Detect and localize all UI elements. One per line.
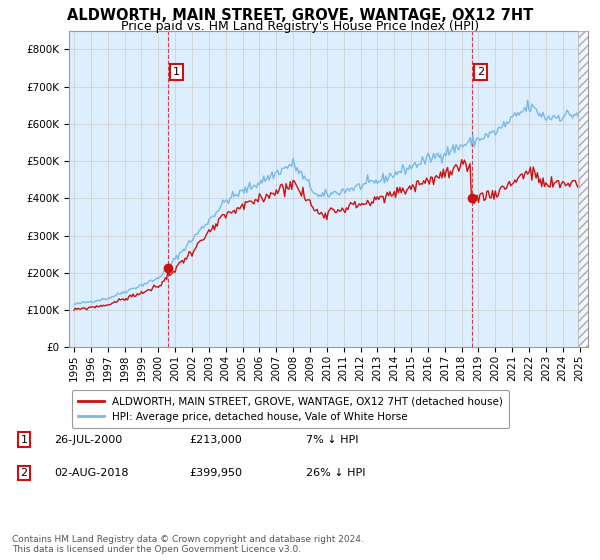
Text: ALDWORTH, MAIN STREET, GROVE, WANTAGE, OX12 7HT: ALDWORTH, MAIN STREET, GROVE, WANTAGE, O…	[67, 8, 533, 24]
Text: Contains HM Land Registry data © Crown copyright and database right 2024.
This d: Contains HM Land Registry data © Crown c…	[12, 535, 364, 554]
Text: 2: 2	[477, 67, 484, 77]
Bar	[578, 31, 588, 347]
Bar	[578, 31, 588, 347]
Text: 02-AUG-2018: 02-AUG-2018	[54, 468, 128, 478]
Text: 1: 1	[20, 435, 28, 445]
Text: 26-JUL-2000: 26-JUL-2000	[54, 435, 122, 445]
Text: 1: 1	[173, 67, 180, 77]
Text: Price paid vs. HM Land Registry's House Price Index (HPI): Price paid vs. HM Land Registry's House …	[121, 20, 479, 32]
Text: £399,950: £399,950	[189, 468, 242, 478]
Text: 7% ↓ HPI: 7% ↓ HPI	[306, 435, 359, 445]
Text: 26% ↓ HPI: 26% ↓ HPI	[306, 468, 365, 478]
Text: 2: 2	[20, 468, 28, 478]
Text: £213,000: £213,000	[189, 435, 242, 445]
Legend: ALDWORTH, MAIN STREET, GROVE, WANTAGE, OX12 7HT (detached house), HPI: Average p: ALDWORTH, MAIN STREET, GROVE, WANTAGE, O…	[71, 390, 509, 428]
